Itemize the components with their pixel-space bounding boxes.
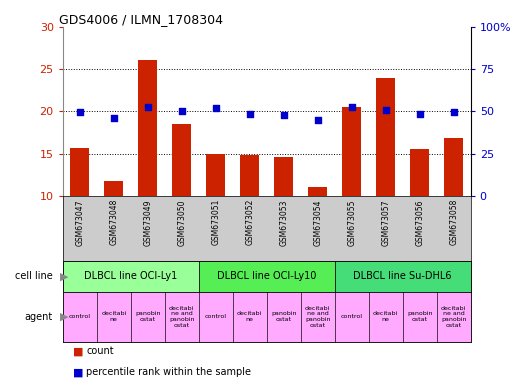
Text: decitabi
ne and
panobin
ostat: decitabi ne and panobin ostat — [441, 306, 467, 328]
Bar — [335, 261, 471, 292]
Bar — [105, 180, 123, 196]
Point — [381, 107, 390, 113]
Text: agent: agent — [24, 312, 52, 322]
Text: GSM673048: GSM673048 — [109, 199, 118, 245]
Text: DLBCL line OCI-Ly10: DLBCL line OCI-Ly10 — [217, 271, 316, 281]
Text: decitabi
ne: decitabi ne — [101, 311, 127, 322]
Text: panobin
ostat: panobin ostat — [271, 311, 297, 322]
Bar — [173, 124, 191, 196]
Bar — [301, 292, 335, 342]
Bar — [437, 292, 471, 342]
Point — [279, 112, 288, 118]
Text: ▶: ▶ — [60, 312, 69, 322]
Text: GDS4006 / ILMN_1708304: GDS4006 / ILMN_1708304 — [59, 13, 223, 26]
Text: control: control — [204, 314, 227, 319]
Bar — [97, 292, 131, 342]
Text: GSM673058: GSM673058 — [449, 199, 458, 245]
Point — [347, 104, 356, 110]
Text: ▶: ▶ — [60, 271, 69, 281]
Bar — [241, 155, 259, 196]
Point — [313, 117, 322, 123]
Text: GSM673057: GSM673057 — [381, 199, 390, 246]
Text: panobin
ostat: panobin ostat — [407, 311, 433, 322]
Point — [143, 104, 152, 110]
Point — [211, 105, 220, 111]
Text: ■: ■ — [73, 367, 87, 377]
Bar — [63, 292, 97, 342]
Point — [415, 111, 424, 117]
Bar — [131, 292, 165, 342]
Bar — [199, 261, 335, 292]
Text: GSM673055: GSM673055 — [347, 199, 356, 246]
Bar — [267, 292, 301, 342]
Bar — [309, 187, 327, 196]
Bar — [343, 107, 361, 196]
Text: cell line: cell line — [15, 271, 52, 281]
Text: decitabi
ne and
panobin
ostat: decitabi ne and panobin ostat — [169, 306, 195, 328]
Text: GSM673050: GSM673050 — [177, 199, 186, 246]
Text: decitabi
ne: decitabi ne — [373, 311, 399, 322]
Point — [449, 109, 458, 115]
Bar — [207, 154, 225, 196]
Point — [177, 108, 186, 114]
Bar — [71, 148, 89, 196]
Text: GSM673051: GSM673051 — [211, 199, 220, 245]
Text: GSM673047: GSM673047 — [75, 199, 84, 246]
Bar — [63, 261, 199, 292]
Text: percentile rank within the sample: percentile rank within the sample — [86, 367, 251, 377]
Text: GSM673053: GSM673053 — [279, 199, 288, 246]
Bar — [403, 292, 437, 342]
Text: control: control — [340, 314, 363, 319]
Text: GSM673054: GSM673054 — [313, 199, 322, 246]
Text: GSM673052: GSM673052 — [245, 199, 254, 245]
Text: DLBCL line OCI-Ly1: DLBCL line OCI-Ly1 — [84, 271, 177, 281]
Point — [109, 115, 118, 121]
Text: count: count — [86, 346, 114, 356]
Text: DLBCL line Su-DHL6: DLBCL line Su-DHL6 — [354, 271, 452, 281]
Text: ■: ■ — [73, 346, 87, 356]
Point — [245, 111, 254, 117]
Bar — [199, 292, 233, 342]
Point — [75, 109, 84, 115]
Bar — [377, 78, 395, 196]
Text: GSM673056: GSM673056 — [415, 199, 424, 246]
Bar — [275, 157, 293, 196]
Text: decitabi
ne and
panobin
ostat: decitabi ne and panobin ostat — [305, 306, 331, 328]
Text: GSM673049: GSM673049 — [143, 199, 152, 246]
Text: decitabi
ne: decitabi ne — [237, 311, 263, 322]
Bar — [165, 292, 199, 342]
Bar — [369, 292, 403, 342]
Bar — [233, 292, 267, 342]
Text: panobin
ostat: panobin ostat — [135, 311, 161, 322]
Bar — [139, 60, 157, 196]
Bar — [411, 149, 429, 196]
Text: control: control — [69, 314, 91, 319]
Bar — [445, 138, 463, 196]
Bar — [335, 292, 369, 342]
